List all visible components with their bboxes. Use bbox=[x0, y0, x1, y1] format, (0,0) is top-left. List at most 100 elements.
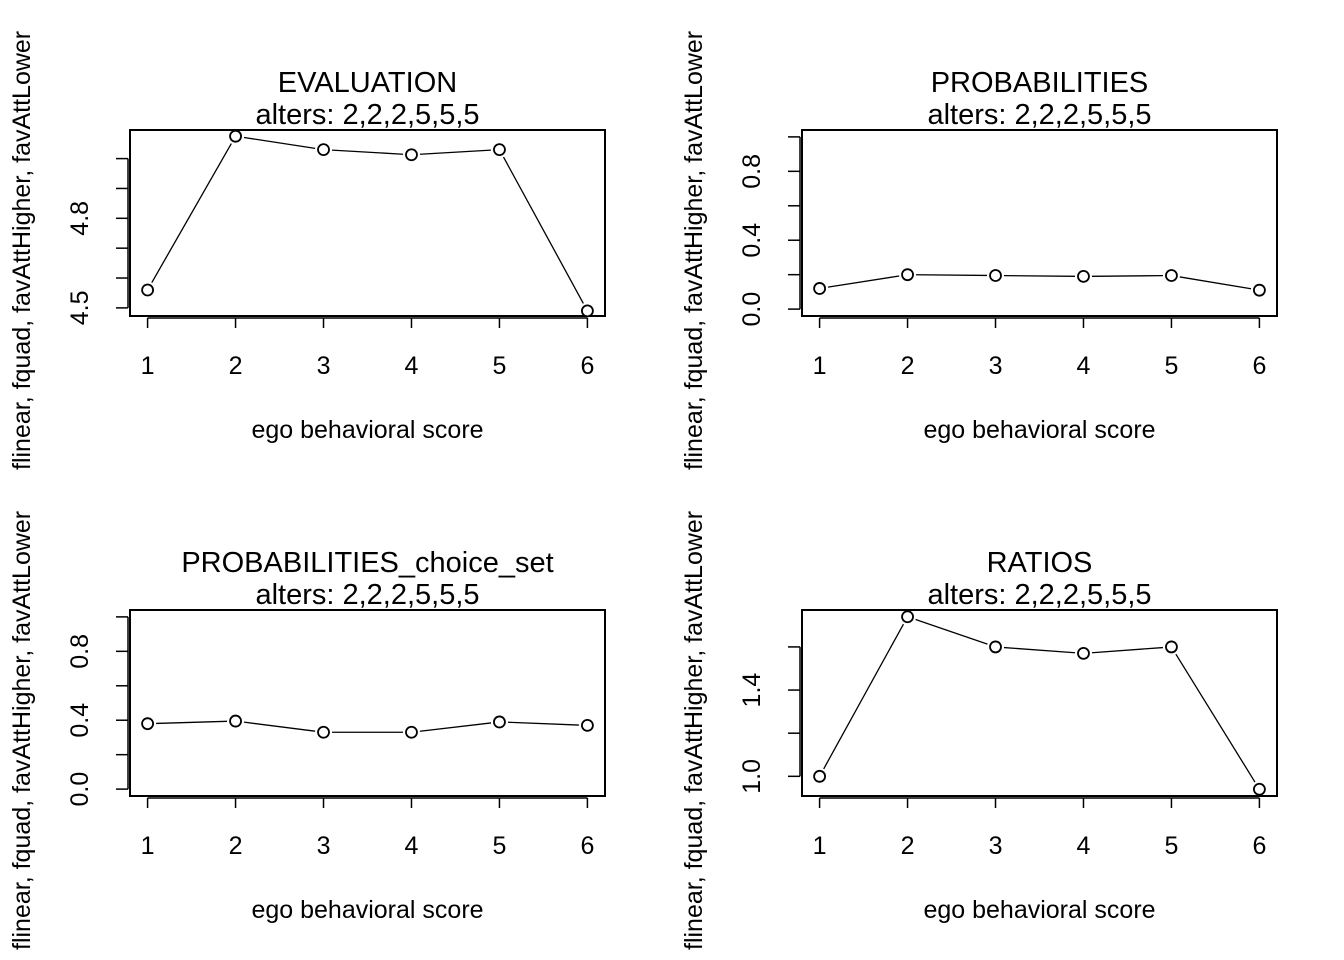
chart-subtitle: alters: 2,2,2,5,5,5 bbox=[927, 579, 1151, 611]
x-axis-label: ego behavioral score bbox=[251, 896, 483, 924]
data-point bbox=[1165, 269, 1178, 282]
y-axis-label: flinear, fquad, favAttHigher, favAttLowe… bbox=[680, 31, 708, 470]
plot-frame bbox=[801, 129, 1278, 317]
x-tick-label: 3 bbox=[989, 832, 1003, 860]
data-point bbox=[813, 282, 826, 295]
series-segment bbox=[507, 721, 579, 726]
chart-subtitle: alters: 2,2,2,5,5,5 bbox=[255, 99, 479, 131]
plot-frame bbox=[801, 609, 1278, 797]
data-point bbox=[989, 269, 1002, 282]
x-axis-label: ego behavioral score bbox=[251, 416, 483, 444]
data-point bbox=[405, 148, 418, 162]
series-segment bbox=[502, 156, 584, 304]
series-segment bbox=[1091, 646, 1164, 654]
data-point bbox=[1165, 640, 1178, 654]
series-segment bbox=[1175, 653, 1256, 783]
y-tick-label: 0.4 bbox=[66, 703, 94, 738]
data-point bbox=[1077, 269, 1090, 283]
chart-subtitle: alters: 2,2,2,5,5,5 bbox=[255, 579, 479, 611]
data-point bbox=[141, 283, 154, 297]
data-point bbox=[581, 304, 594, 318]
y-tick-label: 0.0 bbox=[66, 772, 94, 807]
data-point bbox=[229, 714, 242, 728]
data-point bbox=[405, 725, 418, 739]
x-tick-label: 4 bbox=[1077, 832, 1091, 860]
series-segment bbox=[156, 720, 228, 725]
x-tick-label: 6 bbox=[1252, 352, 1266, 380]
x-axis-label: ego behavioral score bbox=[923, 416, 1155, 444]
series-segment bbox=[151, 143, 232, 283]
data-point bbox=[493, 715, 506, 729]
y-tick-label: 0.8 bbox=[738, 154, 766, 189]
data-point bbox=[901, 268, 914, 282]
data-point bbox=[493, 143, 506, 157]
data-point bbox=[229, 129, 242, 143]
chart-subtitle: alters: 2,2,2,5,5,5 bbox=[927, 99, 1151, 131]
y-tick-label: 0.8 bbox=[66, 634, 94, 669]
series-segment bbox=[331, 149, 404, 155]
data-point bbox=[581, 718, 594, 732]
chart-title: RATIOS bbox=[987, 547, 1093, 579]
data-point bbox=[1253, 782, 1266, 796]
x-tick-label: 6 bbox=[580, 352, 594, 380]
x-tick-label: 5 bbox=[492, 352, 506, 380]
chart-title: EVALUATION bbox=[278, 67, 457, 99]
plot-frame bbox=[129, 129, 606, 317]
x-tick-label: 4 bbox=[405, 352, 419, 380]
x-tick-label: 1 bbox=[813, 352, 827, 380]
y-axis-label: flinear, fquad, favAttHigher, favAttLowe… bbox=[8, 31, 36, 470]
data-point bbox=[989, 640, 1002, 654]
x-tick-label: 1 bbox=[141, 832, 155, 860]
series-segment bbox=[915, 618, 988, 645]
x-tick-label: 4 bbox=[1077, 352, 1091, 380]
y-tick-label: 4.8 bbox=[66, 201, 94, 236]
x-tick-label: 2 bbox=[229, 352, 243, 380]
series-segment bbox=[419, 722, 492, 732]
series-segment bbox=[243, 136, 316, 150]
data-point bbox=[813, 769, 826, 783]
data-point bbox=[1077, 646, 1090, 660]
x-tick-label: 1 bbox=[141, 352, 155, 380]
x-tick-label: 2 bbox=[901, 352, 915, 380]
x-tick-label: 2 bbox=[901, 832, 915, 860]
x-tick-label: 5 bbox=[492, 832, 506, 860]
y-tick-label: 0.4 bbox=[738, 223, 766, 258]
data-point bbox=[901, 610, 914, 624]
series-segment bbox=[1003, 646, 1076, 654]
x-tick-label: 3 bbox=[317, 832, 331, 860]
x-tick-label: 6 bbox=[580, 832, 594, 860]
series-segment bbox=[1004, 274, 1075, 277]
data-point bbox=[317, 725, 330, 739]
x-tick-label: 2 bbox=[229, 832, 243, 860]
series-segment bbox=[243, 721, 316, 732]
x-tick-label: 1 bbox=[813, 832, 827, 860]
x-tick-label: 3 bbox=[989, 352, 1003, 380]
series-segment bbox=[827, 275, 900, 288]
y-tick-label: 4.5 bbox=[66, 290, 94, 325]
x-tick-label: 6 bbox=[1252, 832, 1266, 860]
chart-title: PROBABILITIES bbox=[931, 67, 1149, 99]
plot-frame bbox=[129, 609, 606, 797]
data-point bbox=[317, 143, 330, 157]
series-segment bbox=[1179, 276, 1252, 290]
x-tick-label: 3 bbox=[317, 352, 331, 380]
x-axis-label: ego behavioral score bbox=[923, 896, 1155, 924]
y-tick-label: 0.0 bbox=[738, 292, 766, 327]
x-tick-label: 5 bbox=[1164, 832, 1178, 860]
series-segment bbox=[419, 149, 491, 155]
y-axis-label: flinear, fquad, favAttHigher, favAttLowe… bbox=[680, 511, 708, 950]
x-tick-label: 5 bbox=[1164, 352, 1178, 380]
y-axis-label: flinear, fquad, favAttHigher, favAttLowe… bbox=[8, 511, 36, 950]
series-segment bbox=[916, 274, 988, 277]
y-tick-label: 1.4 bbox=[738, 673, 766, 708]
data-point bbox=[1253, 283, 1266, 297]
series-segment bbox=[1091, 274, 1163, 277]
series-segment bbox=[823, 623, 905, 770]
chart-title: PROBABILITIES_choice_set bbox=[181, 547, 553, 579]
data-point bbox=[141, 717, 154, 731]
